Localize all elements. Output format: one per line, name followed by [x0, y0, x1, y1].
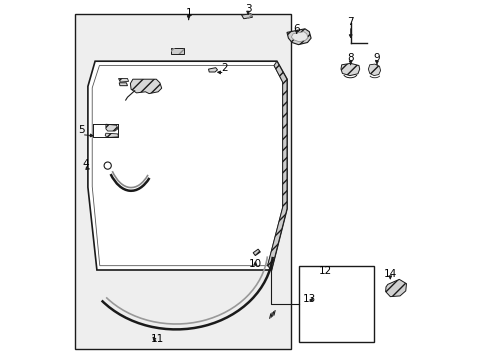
Polygon shape — [119, 83, 127, 86]
Text: 9: 9 — [373, 53, 380, 63]
Bar — [241, 14, 252, 19]
Polygon shape — [130, 79, 162, 94]
Bar — [318, 311, 332, 325]
Text: 1: 1 — [185, 8, 192, 18]
Text: 11: 11 — [150, 334, 163, 344]
Polygon shape — [367, 64, 380, 76]
Text: 2: 2 — [221, 63, 227, 73]
Bar — [170, 48, 184, 54]
Polygon shape — [241, 14, 252, 19]
Polygon shape — [88, 61, 286, 270]
Text: 4: 4 — [82, 159, 89, 169]
Text: 5: 5 — [78, 125, 85, 135]
Bar — [298, 266, 373, 342]
Polygon shape — [286, 29, 310, 45]
Text: 12: 12 — [319, 266, 332, 276]
Polygon shape — [267, 61, 286, 270]
Bar — [75, 14, 291, 349]
Bar — [308, 314, 317, 320]
Polygon shape — [340, 63, 359, 76]
Text: 7: 7 — [346, 17, 353, 27]
Polygon shape — [208, 68, 217, 72]
Bar — [308, 314, 317, 320]
Polygon shape — [105, 133, 118, 138]
Text: 8: 8 — [346, 53, 353, 63]
Polygon shape — [106, 124, 118, 131]
Polygon shape — [92, 66, 282, 266]
Text: 6: 6 — [293, 24, 300, 34]
Polygon shape — [253, 249, 260, 256]
Bar — [170, 48, 184, 54]
Text: 14: 14 — [383, 269, 396, 279]
Polygon shape — [385, 279, 406, 297]
Polygon shape — [118, 78, 128, 82]
Text: 13: 13 — [302, 294, 315, 304]
Text: 3: 3 — [244, 4, 251, 14]
Polygon shape — [291, 32, 307, 42]
Text: 10: 10 — [248, 258, 262, 269]
Circle shape — [104, 162, 111, 169]
Bar — [318, 311, 332, 325]
